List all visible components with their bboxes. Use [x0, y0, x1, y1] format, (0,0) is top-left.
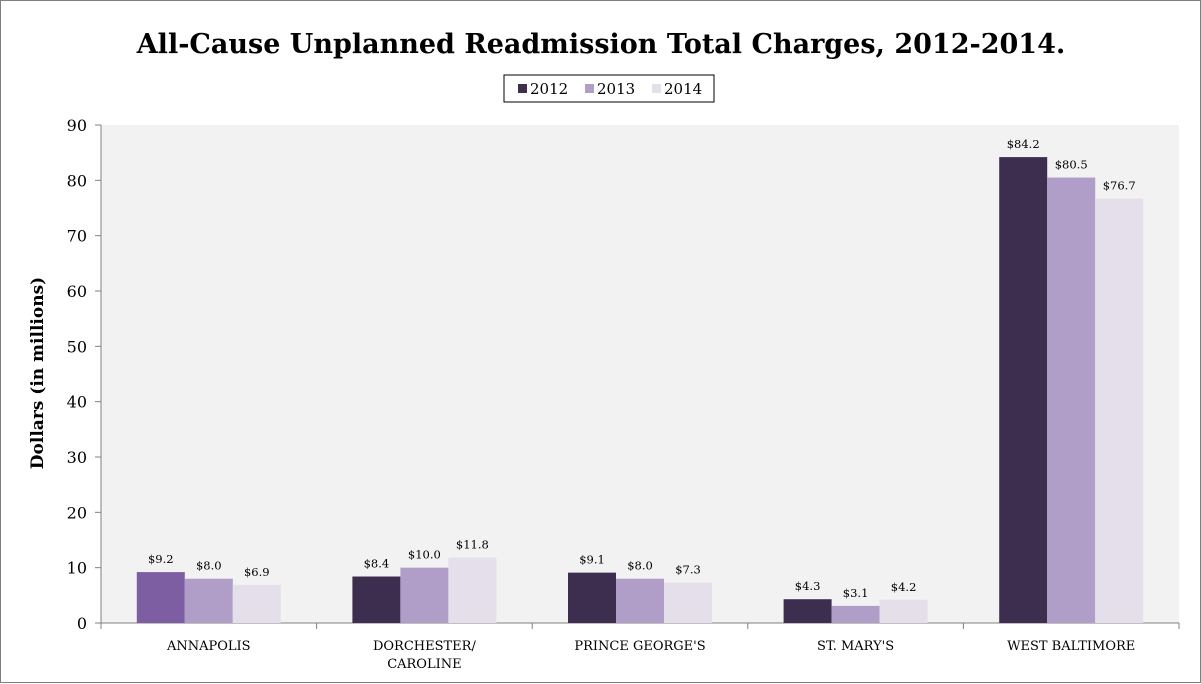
- data-label: $84.2: [1007, 137, 1040, 151]
- data-label: $11.8: [456, 538, 489, 552]
- legend-label-2012: 2012: [530, 80, 568, 98]
- bars: [136, 157, 1144, 624]
- legend: 2012 2013 2014: [503, 74, 715, 103]
- data-label: $10.0: [408, 548, 441, 562]
- y-tick-label: 70: [67, 227, 87, 246]
- data-label: $8.4: [364, 557, 390, 571]
- x-tick-label: DORCHESTER/CAROLINE: [373, 639, 476, 672]
- data-label: $9.1: [579, 553, 605, 567]
- y-axis-label: Dollars (in millions): [28, 277, 48, 469]
- data-label: $4.3: [795, 579, 821, 593]
- data-label: $6.9: [244, 565, 270, 579]
- bar-2012-2: [568, 572, 616, 623]
- legend-box: [503, 74, 715, 103]
- bar-2013-0: [184, 578, 233, 623]
- bar-2014-2: [664, 582, 712, 623]
- y-tick-label: 20: [67, 503, 87, 522]
- chart-title: All-Cause Unplanned Readmission Total Ch…: [136, 29, 1066, 60]
- y-tick-label: 30: [67, 448, 87, 467]
- legend-swatch-2012: [518, 84, 527, 93]
- bar-2012-1: [352, 576, 401, 623]
- y-tick-label: 60: [67, 282, 87, 301]
- data-label: $7.3: [675, 563, 701, 577]
- data-label: $4.2: [891, 580, 917, 594]
- x-tick-label: PRINCE GEORGE'S: [574, 639, 705, 654]
- data-label: $76.7: [1103, 179, 1136, 193]
- bar-2014-0: [232, 584, 281, 623]
- bar-2013-4: [1047, 177, 1096, 624]
- x-tick-label: ST. MARY'S: [817, 639, 894, 654]
- data-labels: $9.2 $8.0 $6.9 $8.4 $10.0 $11.8 $9.1 $8.0 $7.3 $4…: [148, 137, 1136, 600]
- bar-2012-0: [136, 572, 185, 623]
- bar-2014-3: [879, 599, 928, 623]
- bar-2012-4: [999, 157, 1048, 624]
- bar-2013-2: [616, 578, 664, 623]
- legend-swatch-2014: [652, 84, 661, 93]
- bar-2012-3: [783, 599, 832, 623]
- y-tick-label: 80: [67, 171, 87, 190]
- x-tick-label: ANNAPOLIS: [166, 639, 251, 654]
- y-tick-label: 40: [67, 393, 87, 412]
- x-tick-label: WEST BALTIMORE: [1007, 639, 1135, 654]
- bar-2014-1: [448, 557, 497, 623]
- data-label: $80.5: [1055, 158, 1088, 172]
- legend-label-2013: 2013: [597, 80, 635, 98]
- y-tick-label: 0: [77, 614, 87, 633]
- bar-2013-3: [831, 605, 880, 623]
- y-tick-label: 50: [67, 337, 87, 356]
- y-tick-label: 90: [67, 116, 87, 135]
- legend-label-2014: 2014: [664, 80, 702, 98]
- data-label: $8.0: [196, 559, 222, 573]
- legend-swatch-2013: [585, 84, 594, 93]
- data-label: $9.2: [148, 552, 174, 566]
- y-tick-label: 10: [67, 559, 87, 578]
- data-label: $8.0: [627, 559, 653, 573]
- data-label: $3.1: [843, 586, 869, 600]
- bar-2013-1: [400, 567, 449, 623]
- bar-2014-4: [1095, 198, 1144, 624]
